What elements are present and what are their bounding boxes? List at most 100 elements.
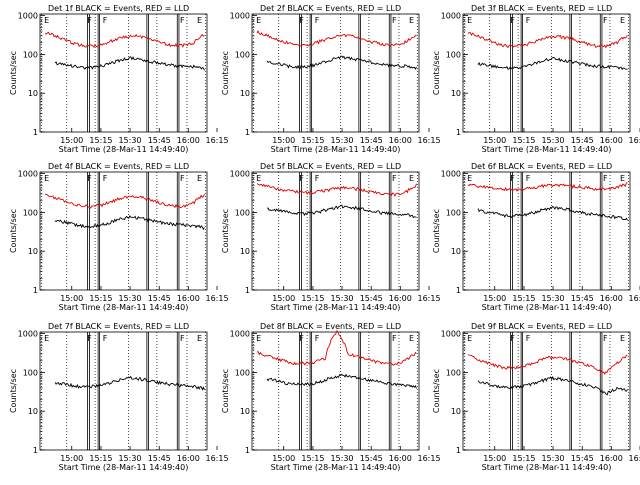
y-axis-label: Counts/sec <box>9 209 18 253</box>
y-tick-label: 1000 <box>230 170 250 179</box>
x-tick-label: 15:45 <box>360 454 383 463</box>
events-series-line <box>266 204 417 219</box>
y-tick-label: 1000 <box>18 170 38 179</box>
x-tick-label: 15:15 <box>301 136 324 145</box>
lld-series-line <box>256 329 417 366</box>
interval-flag-label: E <box>409 16 414 25</box>
chart-panel-9: Det 9f BLACK = Events, RED = LLD E F F F E 1 10… <box>432 322 640 472</box>
x-tick-label: 15:45 <box>148 136 171 145</box>
interval-flag-label: F <box>103 174 108 183</box>
lld-series-line <box>44 193 205 209</box>
y-tick-label: 1 <box>456 446 461 455</box>
x-tick-label: 15:45 <box>148 294 171 303</box>
x-axis-label: Start Time (28-Mar-11 14:49:40) <box>482 463 612 472</box>
chart-panel-5: Det 5f BLACK = Events, RED = LLD E F F F E 1 10… <box>221 162 441 312</box>
interval-flag-label: F <box>510 334 515 343</box>
x-tick-label: 15:45 <box>360 294 383 303</box>
chart-title: Det 7f BLACK = Events, RED = LLD <box>48 322 189 331</box>
events-series-line <box>266 373 417 389</box>
y-tick-label: 100 <box>446 50 461 59</box>
y-tick-label: 10 <box>240 407 250 416</box>
chart-panel-7: Det 7f BLACK = Events, RED = LLD E F F F E 1 10… <box>9 322 229 472</box>
y-axis-label: Counts/sec <box>221 209 230 253</box>
x-tick-label: 16:00 <box>389 294 412 303</box>
interval-flag-label: E <box>256 334 261 343</box>
interval-flag-label: F <box>603 334 608 343</box>
events-series-line <box>54 375 205 391</box>
lld-series-line <box>256 183 417 197</box>
x-tick-label: 15:30 <box>118 136 141 145</box>
interval-flag-label: F <box>87 16 92 25</box>
interval-flag-label: E <box>409 334 414 343</box>
x-tick-label: 15:15 <box>301 294 324 303</box>
y-tick-label: 1 <box>456 286 461 295</box>
x-tick-label: 15:15 <box>512 454 535 463</box>
chart-panel-1: Det 1f BLACK = Events, RED = LLD E F F F E 1 10… <box>9 4 229 154</box>
plot-frame <box>39 13 208 133</box>
y-tick-label: 1000 <box>441 330 461 339</box>
y-tick-label: 100 <box>235 368 250 377</box>
y-tick-label: 10 <box>28 407 38 416</box>
x-tick-label: 15:15 <box>89 294 112 303</box>
interval-flag-label: E <box>44 174 49 183</box>
x-tick-label: 16:00 <box>177 454 200 463</box>
interval-flag-label: E <box>44 334 49 343</box>
y-tick-label: 100 <box>446 208 461 217</box>
lld-series-line <box>467 354 628 375</box>
interval-flag-label: F <box>315 334 320 343</box>
events-series-line <box>477 56 628 71</box>
events-series-line <box>477 205 628 221</box>
x-tick-label: 15:45 <box>571 454 594 463</box>
interval-flag-label: F <box>510 174 515 183</box>
interval-flag-label: F <box>315 174 320 183</box>
y-axis-label: Counts/sec <box>9 51 18 95</box>
y-axis-label: Counts/sec <box>221 51 230 95</box>
plot-frame <box>462 331 631 451</box>
interval-flag-label: E <box>467 16 472 25</box>
x-tick-label: 15:00 <box>483 136 506 145</box>
events-series-line <box>54 56 205 71</box>
x-tick-label: 15:30 <box>541 136 564 145</box>
interval-flag-label: F <box>392 334 397 343</box>
y-tick-label: 1 <box>33 286 38 295</box>
x-tick-label: 15:00 <box>483 294 506 303</box>
x-tick-label: 15:30 <box>330 294 353 303</box>
interval-flag-label: E <box>44 16 49 25</box>
lld-series-line <box>467 182 628 192</box>
lld-series-line <box>467 32 628 49</box>
interval-flag-label: E <box>256 16 261 25</box>
y-tick-label: 1 <box>456 128 461 137</box>
chart-title: Det 1f BLACK = Events, RED = LLD <box>48 4 189 13</box>
x-axis-label: Start Time (28-Mar-11 14:49:40) <box>271 145 401 154</box>
chart-title: Det 2f BLACK = Events, RED = LLD <box>260 4 401 13</box>
y-axis-label: Counts/sec <box>432 51 441 95</box>
x-tick-label: 15:00 <box>272 136 295 145</box>
x-tick-label: 15:15 <box>89 454 112 463</box>
x-axis-label: Start Time (28-Mar-11 14:49:40) <box>271 303 401 312</box>
plot-frame <box>251 13 420 133</box>
interval-flag-label: E <box>197 174 202 183</box>
x-tick-label: 16:15 <box>417 136 440 145</box>
x-tick-label: 16:00 <box>600 454 623 463</box>
chart-title: Det 8f BLACK = Events, RED = LLD <box>260 322 401 331</box>
interval-flag-label: F <box>299 334 304 343</box>
x-tick-label: 15:45 <box>571 294 594 303</box>
chart-panel-6: Det 6f BLACK = Events, RED = LLD E F F F E 1 10… <box>432 162 640 312</box>
x-tick-label: 15:30 <box>541 454 564 463</box>
interval-flag-label: F <box>315 16 320 25</box>
x-tick-label: 16:00 <box>600 294 623 303</box>
x-tick-label: 16:15 <box>205 136 228 145</box>
x-axis-label: Start Time (28-Mar-11 14:49:40) <box>59 463 189 472</box>
x-tick-label: 15:45 <box>148 454 171 463</box>
interval-flag-label: F <box>392 16 397 25</box>
y-tick-label: 10 <box>240 89 250 98</box>
interval-flag-label: F <box>510 16 515 25</box>
y-axis-label: Counts/sec <box>9 369 18 413</box>
x-tick-label: 15:00 <box>60 294 83 303</box>
x-tick-label: 16:15 <box>205 294 228 303</box>
x-tick-label: 15:30 <box>118 454 141 463</box>
x-tick-label: 15:30 <box>330 454 353 463</box>
y-tick-label: 1 <box>245 286 250 295</box>
lld-series-line <box>44 31 205 48</box>
